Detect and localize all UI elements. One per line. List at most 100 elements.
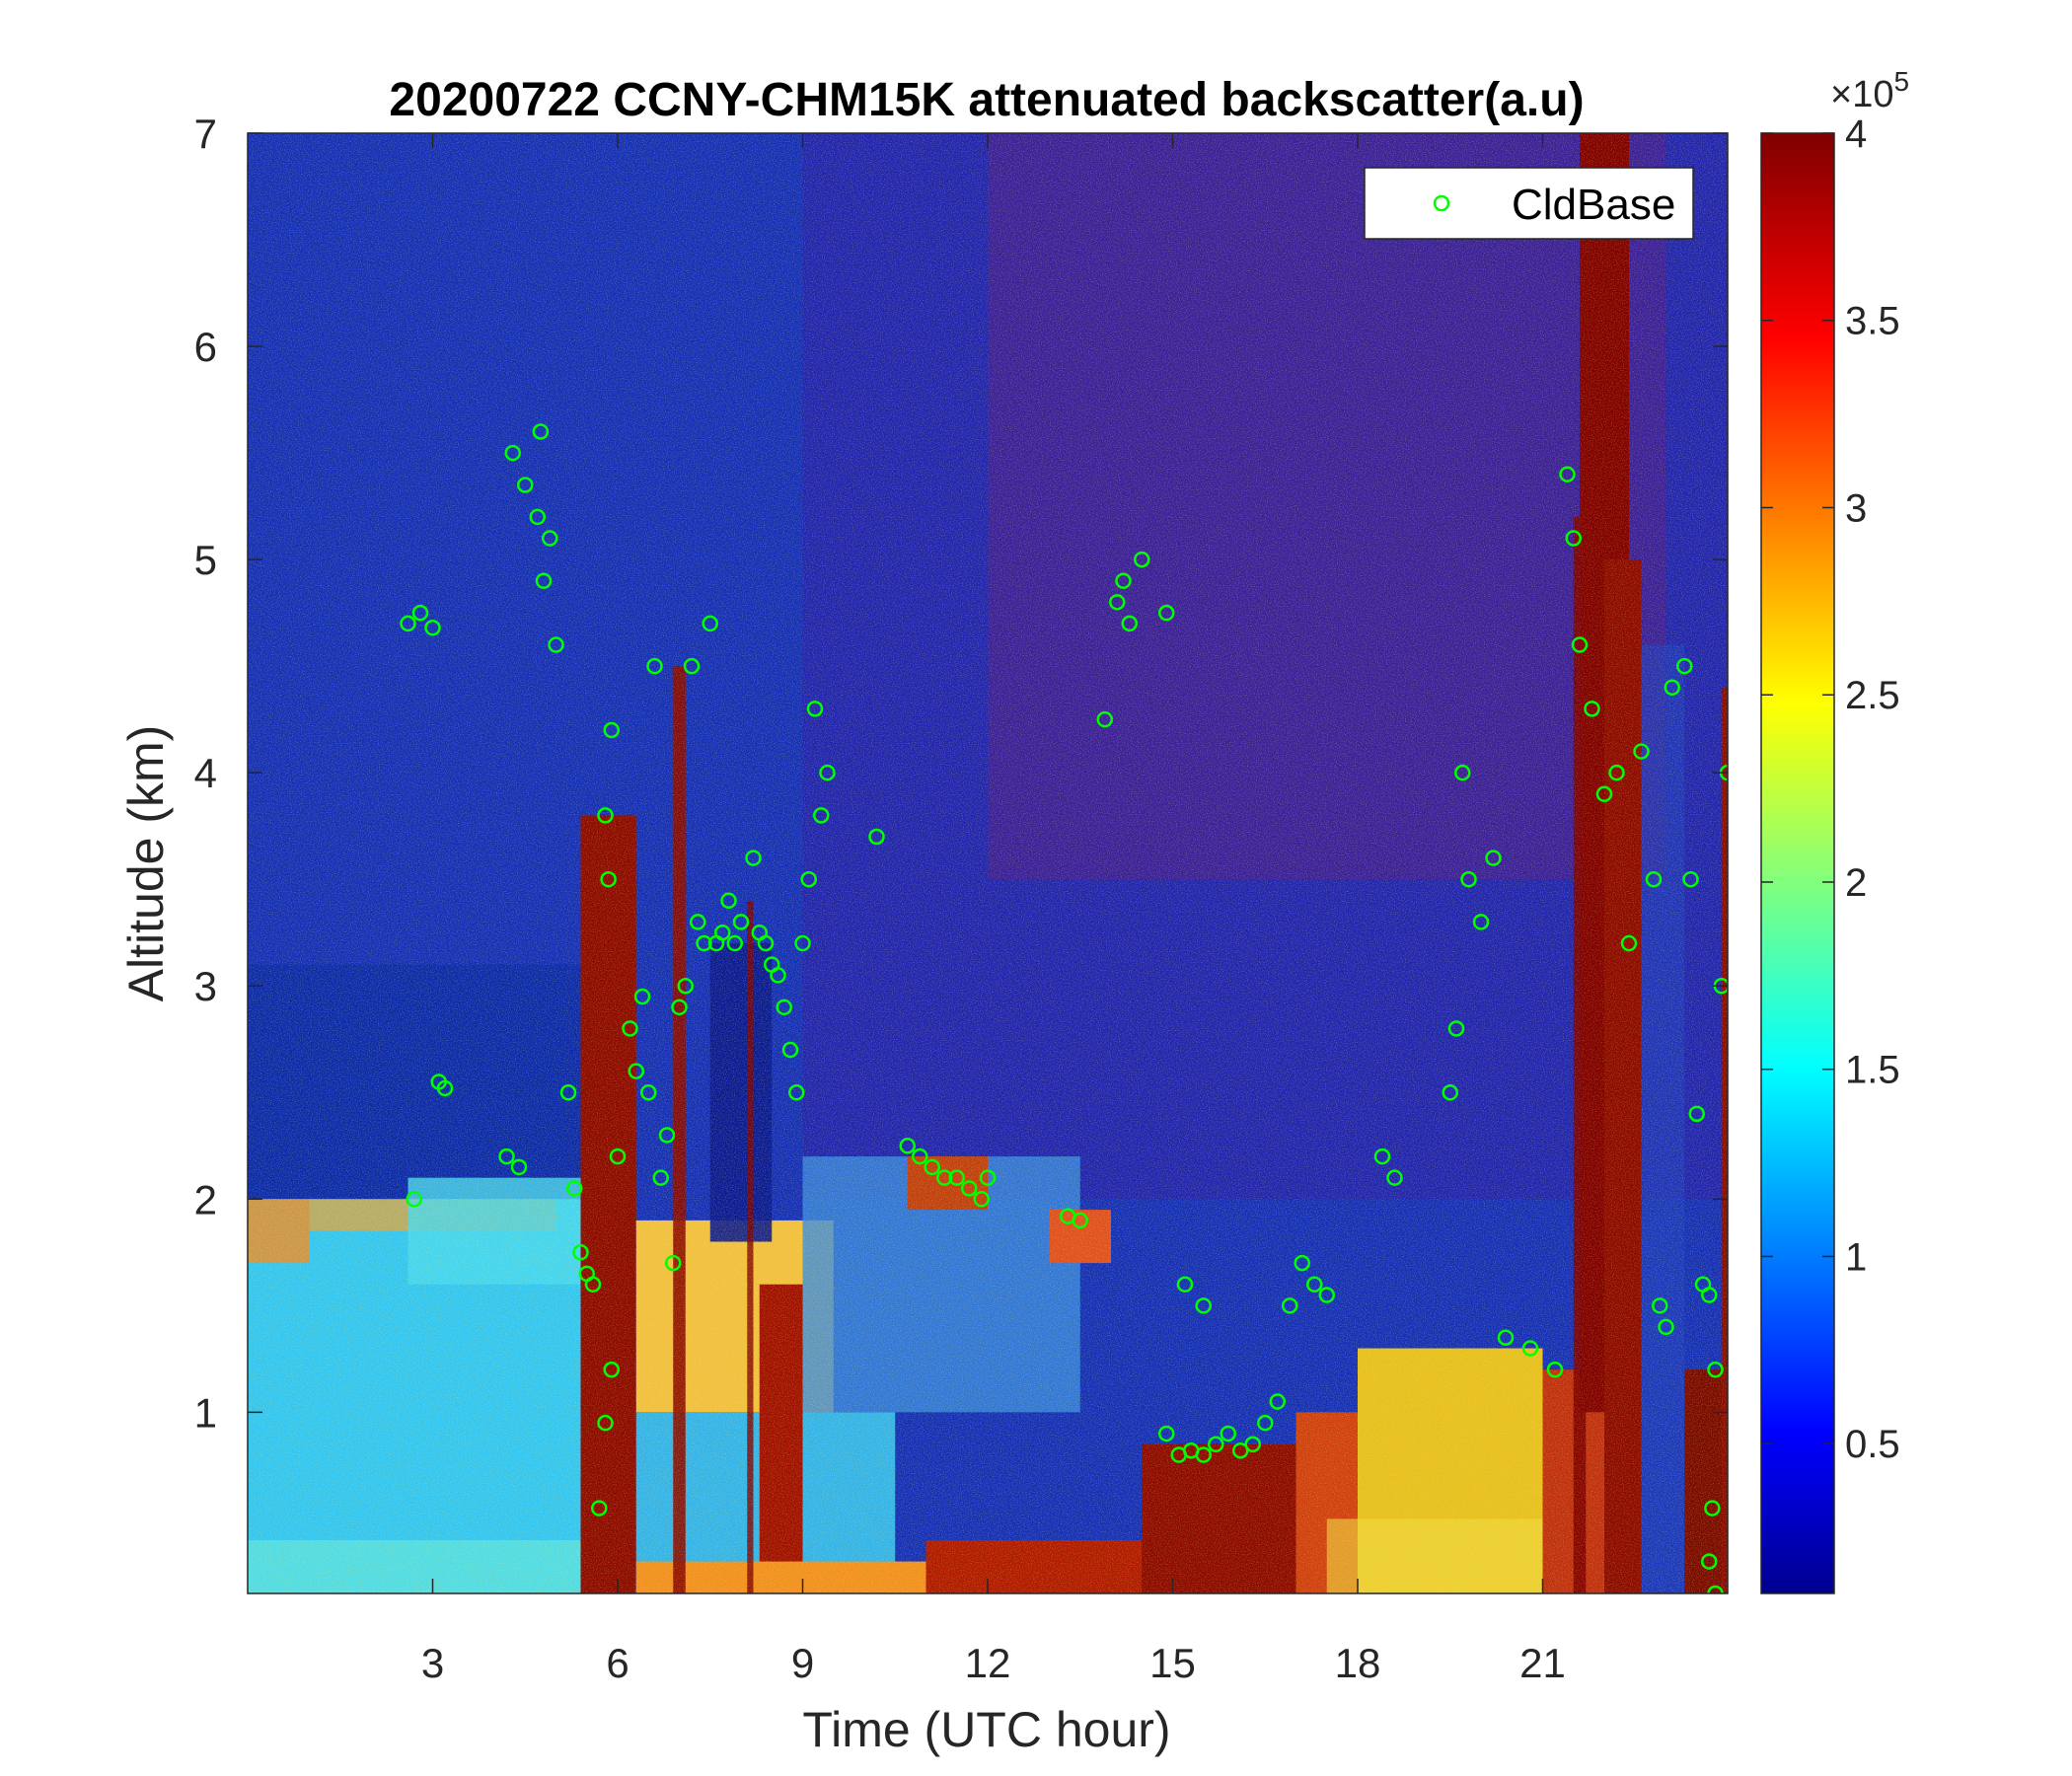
cldbase-point: [714, 924, 731, 941]
colorbar-exponent: ×105: [1830, 66, 1909, 115]
y-axis-label: Altitude (km): [118, 725, 174, 1002]
cldbase-point: [1318, 1287, 1335, 1303]
cldbase-point: [1115, 572, 1132, 589]
x-axis: 3 6 9 12 15 18 21: [421, 133, 1566, 1686]
y-tick-label: 2: [194, 1176, 217, 1222]
cldbase-point: [646, 657, 663, 675]
cldbase-point: [683, 657, 701, 675]
cldbase-point: [1701, 1287, 1718, 1303]
cldbase-point: [1571, 636, 1589, 653]
cldbase-point: [411, 604, 429, 622]
cldbase-point: [591, 1500, 608, 1517]
cldbase-point: [702, 615, 718, 632]
y-tick-label: 7: [194, 111, 217, 157]
cldbase-point: [1294, 1254, 1310, 1272]
cldbase-point: [603, 721, 620, 739]
cldbase-point: [720, 892, 737, 910]
cldbase-point: [690, 914, 706, 930]
cldbase-point: [1485, 850, 1502, 866]
chart-title: 20200722 CCNY-CHM15K attenuated backscat…: [389, 74, 1584, 126]
cldbase-point: [1658, 1318, 1674, 1336]
y-tick-label: 4: [194, 750, 217, 796]
x-tick-label: 12: [965, 1640, 1011, 1686]
cldbase-point: [1134, 551, 1150, 568]
cldbase-point: [1072, 1212, 1088, 1229]
cldbase-point: [535, 572, 553, 589]
cldbase-point: [819, 764, 836, 781]
legend-cldbase-label: CldBase: [1512, 181, 1675, 229]
cldbase-point: [548, 636, 564, 653]
cldbase-point: [1109, 594, 1126, 611]
cldbase-point: [912, 1147, 928, 1165]
cldbase-point: [726, 934, 743, 952]
cldbase-point: [1195, 1446, 1212, 1463]
cldbase-point: [1257, 1414, 1274, 1432]
cldbase-point: [1454, 764, 1471, 781]
x-tick-label: 21: [1519, 1640, 1566, 1686]
heatmap-noise-texture: [248, 133, 1728, 1593]
cldbase-point: [1158, 604, 1175, 622]
cldbase-point: [732, 914, 750, 930]
cldbase-point: [436, 1079, 454, 1097]
cldbase-point: [1620, 934, 1638, 952]
cldbase-point: [696, 934, 712, 952]
cldbase-point: [517, 477, 534, 493]
cldbase-point: [979, 1169, 997, 1186]
colorbar-tick-label: 3.5: [1845, 300, 1900, 343]
cldbase-point: [745, 850, 762, 866]
cldbase-point: [936, 1169, 953, 1186]
cldbase-point: [1707, 1585, 1724, 1593]
cldbase-point: [1645, 870, 1663, 888]
cldbase-point: [770, 967, 786, 984]
cldbase-point: [1707, 1361, 1724, 1378]
cldbase-point: [776, 999, 792, 1016]
cldbase-point: [529, 508, 546, 526]
colorbar: 0.5 1 1.5 2 2.5 3 3.5 4 ×105: [1760, 66, 1909, 1594]
cldbase-point: [1195, 1297, 1212, 1314]
cldbase-point: [1442, 1084, 1458, 1101]
cldbase-point: [1208, 1436, 1224, 1453]
cldbase-point: [757, 934, 775, 952]
cldbase-series: [400, 423, 1728, 1593]
cldbase-point: [1565, 530, 1582, 547]
cldbase-point: [1497, 1329, 1515, 1346]
cldbase-point: [424, 620, 441, 636]
cldbase-point: [948, 1169, 965, 1186]
cldbase-point: [1244, 1436, 1261, 1453]
cldbase-point: [1704, 1500, 1721, 1517]
cldbase-point: [1386, 1169, 1403, 1186]
cldbase-point: [652, 1169, 669, 1186]
cldbase-point: [1306, 1276, 1323, 1293]
cldbase-point: [1472, 914, 1490, 930]
cldbase-point: [1584, 701, 1600, 717]
colorbar-tick-label: 4: [1845, 112, 1867, 156]
cldbase-point: [924, 1158, 940, 1176]
cldbase-point: [1282, 1297, 1298, 1314]
y-tick-label: 1: [194, 1389, 217, 1436]
cldbase-point: [1096, 710, 1113, 728]
cldbase-point: [1682, 870, 1699, 888]
colorbar-tick-label: 2: [1845, 861, 1867, 905]
cldbase-point: [1664, 679, 1680, 697]
cldbase-point: [1633, 743, 1650, 760]
legend: CldBase: [1364, 167, 1694, 240]
cldbase-point: [504, 444, 521, 462]
cldbase-point: [609, 1147, 627, 1165]
cldbase-point: [788, 1084, 805, 1101]
cldbase-point: [658, 1127, 676, 1144]
cldbase-point: [1559, 466, 1576, 482]
cldbase-point: [1220, 1425, 1236, 1443]
x-tick-label: 18: [1335, 1640, 1381, 1686]
cldbase-point: [1688, 1105, 1705, 1123]
colorbar-gradient: [1760, 132, 1835, 1594]
x-tick-label: 15: [1149, 1640, 1196, 1686]
legend-box: [1364, 167, 1694, 240]
y-tick-label: 5: [194, 537, 217, 583]
cldbase-point: [813, 807, 830, 824]
cldbase-point: [794, 934, 811, 952]
cldbase-point: [1373, 1147, 1391, 1165]
cldbase-point: [781, 1041, 799, 1059]
cldbase-point: [597, 1414, 614, 1432]
colorbar-tick-label: 3: [1845, 486, 1867, 530]
